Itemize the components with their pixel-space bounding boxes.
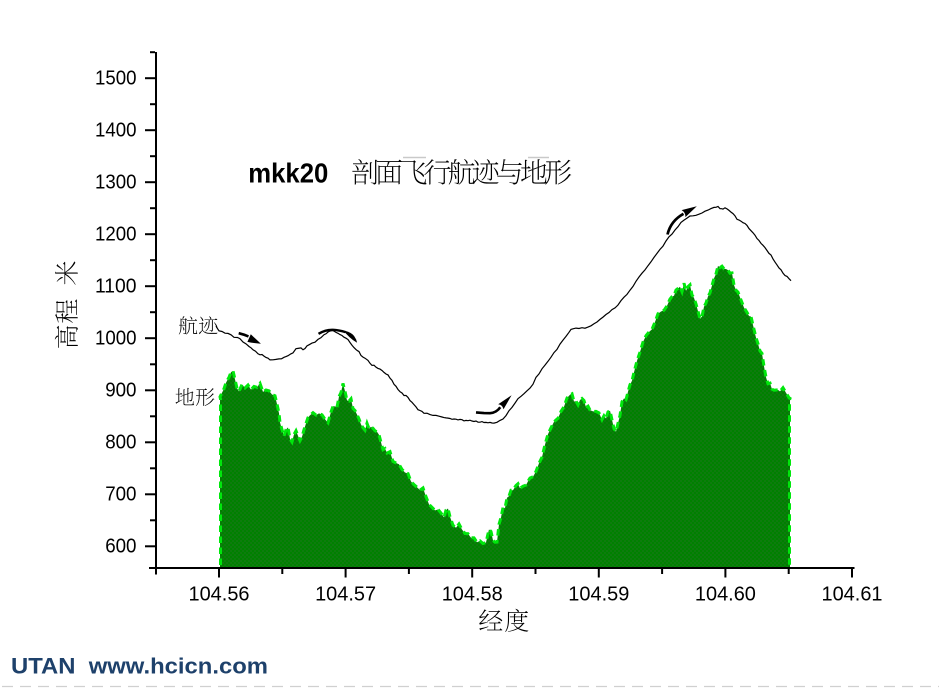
svg-text:104.60: 104.60 — [695, 584, 756, 606]
svg-text:700: 700 — [105, 484, 136, 506]
svg-text:1200: 1200 — [95, 224, 137, 246]
svg-text:1000: 1000 — [95, 328, 137, 350]
svg-text:800: 800 — [105, 432, 136, 454]
svg-text:104.61: 104.61 — [822, 584, 883, 606]
svg-text:1100: 1100 — [95, 276, 137, 298]
svg-text:UTAN www.hcicn.com: UTAN www.hcicn.com — [11, 654, 268, 679]
svg-text:mkk20: mkk20 — [248, 158, 328, 189]
svg-text:104.58: 104.58 — [442, 584, 503, 606]
svg-text:600: 600 — [105, 536, 136, 558]
svg-text:1400: 1400 — [95, 120, 137, 142]
svg-text:104.59: 104.59 — [568, 584, 629, 606]
svg-text:104.57: 104.57 — [315, 584, 376, 606]
svg-text:1500: 1500 — [95, 68, 137, 90]
svg-text:900: 900 — [105, 380, 136, 402]
svg-text:104.56: 104.56 — [189, 584, 250, 606]
svg-text:1300: 1300 — [95, 172, 137, 194]
